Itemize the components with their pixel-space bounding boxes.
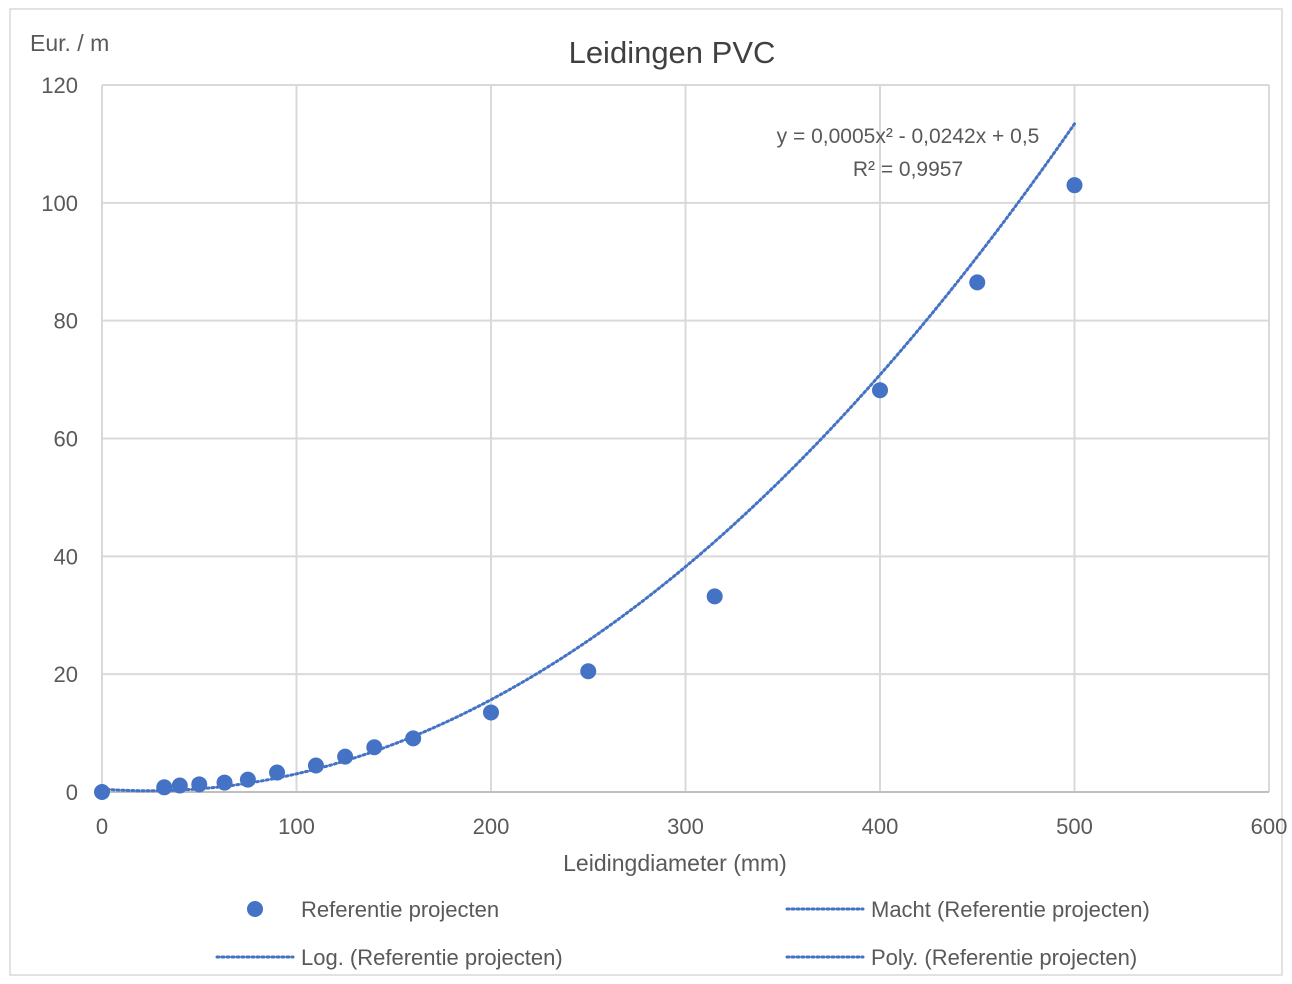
- y-tick-label: 20: [54, 662, 78, 687]
- data-point: [156, 779, 173, 796]
- y-axis-label: Eur. / m: [30, 30, 109, 56]
- data-point: [307, 757, 324, 774]
- x-tick-label: 300: [667, 814, 704, 839]
- data-point: [239, 771, 256, 788]
- grid: [101, 84, 1270, 793]
- y-tick-label: 60: [54, 427, 78, 452]
- x-tick-label: 200: [473, 814, 510, 839]
- legend-marker: [247, 901, 263, 917]
- data-point: [580, 663, 597, 680]
- y-tick-label: 40: [54, 544, 78, 569]
- data-point: [216, 774, 233, 791]
- x-tick-label: 500: [1056, 814, 1093, 839]
- legend-label: Log. (Referentie projecten): [301, 945, 563, 970]
- legend-label: Macht (Referentie projecten): [871, 897, 1150, 922]
- x-tick-label: 600: [1251, 814, 1288, 839]
- chart-title: Leidingen PVC: [569, 35, 776, 70]
- data-point: [171, 777, 188, 794]
- poly-trendline: [100, 122, 1076, 793]
- legend: Referentie projecten Macht (Referentie pr…: [215, 897, 1150, 970]
- data-point: [94, 784, 110, 800]
- x-axis-label: Leidingdiameter (mm): [563, 850, 787, 876]
- x-tick-label: 0: [96, 814, 108, 839]
- y-tick-label: 0: [66, 780, 78, 805]
- legend-label: Poly. (Referentie projecten): [871, 945, 1137, 970]
- data-point: [1066, 177, 1083, 194]
- x-tick-label: 400: [862, 814, 899, 839]
- data-point: [366, 739, 383, 756]
- axes: 0 100 200 300 400 500 600 0 20 40 60 80 100 120: [41, 73, 1287, 839]
- equation-label: y = 0,0005x² - 0,0242x + 0,5: [777, 125, 1040, 148]
- data-point: [269, 764, 286, 781]
- x-tick-label: 100: [278, 814, 315, 839]
- y-tick-label: 120: [41, 73, 78, 98]
- data-point: [872, 382, 888, 399]
- data-point: [706, 588, 723, 605]
- data-point: [405, 730, 422, 747]
- chart-border: [9, 8, 1283, 976]
- legend-label: Referentie projecten: [301, 897, 499, 922]
- trendlines: [100, 122, 1076, 793]
- data-point: [483, 704, 499, 721]
- data-point: [337, 748, 354, 765]
- data-point: [969, 274, 986, 291]
- y-tick-label: 80: [54, 309, 78, 334]
- y-tick-label: 100: [41, 191, 78, 216]
- data-point: [191, 776, 208, 793]
- r-squared-label: R² = 0,9957: [853, 158, 963, 181]
- data-points: [94, 177, 1083, 800]
